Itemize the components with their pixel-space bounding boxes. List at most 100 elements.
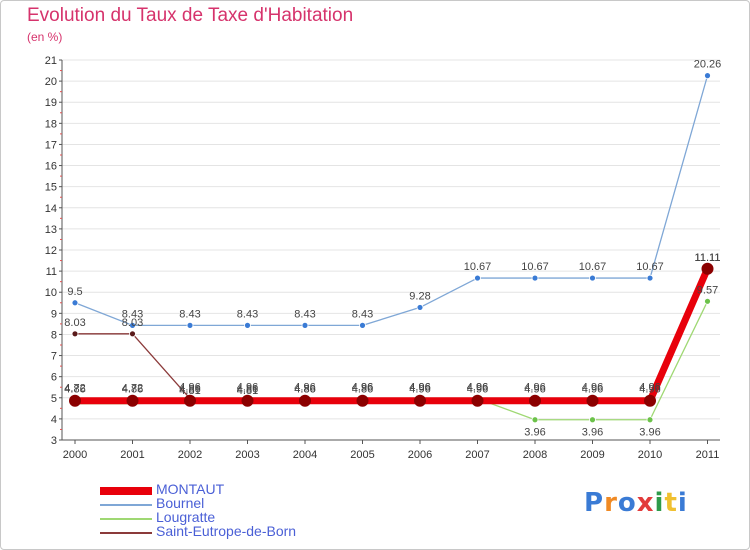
data-label: 4.96 <box>179 382 200 394</box>
y-tick-label: 11 <box>46 266 57 278</box>
series-line-bournel <box>74 75 709 327</box>
x-tick-label: 2003 <box>235 449 259 461</box>
data-point <box>586 394 599 407</box>
data-point <box>356 394 369 407</box>
data-label: 20.26 <box>694 59 722 71</box>
y-tick-label: 12 <box>45 245 57 257</box>
data-label: 4.86 <box>179 384 200 396</box>
data-point <box>531 416 539 424</box>
data-label: 4.96 <box>352 382 373 394</box>
legend-swatch <box>100 518 152 520</box>
y-tick-label: 9 <box>51 308 57 320</box>
data-point <box>71 330 79 338</box>
legend-swatch <box>100 504 152 506</box>
legend-swatch <box>100 532 152 534</box>
data-label: 11.11 <box>695 252 721 264</box>
legend-label: MONTAUT <box>156 481 225 497</box>
legend-label: Saint-Eutrope-de-Born <box>156 523 297 539</box>
y-tick-label: 19 <box>45 97 57 109</box>
data-label: 4.96 <box>467 382 488 394</box>
data-label: 10.67 <box>636 261 664 273</box>
data-point <box>244 321 251 329</box>
data-label: 4.96 <box>409 384 430 396</box>
data-label: 4.86 <box>64 384 85 396</box>
x-tick-label: 2005 <box>350 449 374 461</box>
data-point <box>416 304 424 311</box>
data-point <box>704 297 711 305</box>
data-point <box>701 262 714 275</box>
data-point <box>301 321 309 329</box>
legend-swatch <box>100 487 152 495</box>
data-point <box>186 321 194 329</box>
data-label: 8.03 <box>64 317 85 329</box>
data-label: 4.96 <box>582 382 603 394</box>
logo-letter: t <box>664 488 678 518</box>
data-label: 3.96 <box>582 427 603 439</box>
data-label: 8.43 <box>237 308 258 320</box>
data-label: 4.72 <box>64 383 85 395</box>
data-point <box>414 394 426 407</box>
y-tick-label: 17 <box>45 139 57 151</box>
data-point <box>704 72 711 80</box>
proxiti-logo: Proxiti <box>584 488 688 518</box>
y-tick-label: 13 <box>45 224 57 236</box>
logo-letter: i <box>677 488 688 518</box>
data-label: 4.96 <box>409 382 430 394</box>
data-label: 4.86 <box>294 384 315 396</box>
data-label: 4.96 <box>524 382 545 394</box>
y-tick-label: 15 <box>45 182 57 194</box>
data-point <box>474 274 481 282</box>
data-point <box>71 299 79 307</box>
x-tick-label: 2002 <box>178 449 202 461</box>
y-tick-label: 5 <box>51 393 57 405</box>
data-label: 11.11 <box>695 252 721 264</box>
data-label: 10.67 <box>521 261 549 273</box>
data-label: 8.43 <box>122 308 143 320</box>
y-tick-label: 8 <box>51 329 57 341</box>
y-tick-label: 10 <box>45 287 57 299</box>
x-tick-label: 2011 <box>696 449 720 461</box>
data-label: 4.96 <box>409 382 430 394</box>
y-tick-label: 7 <box>51 351 57 363</box>
y-tick-label: 20 <box>45 76 57 88</box>
data-label: 4.96 <box>524 384 545 396</box>
x-tick-label: 2007 <box>465 449 489 461</box>
data-label: 8.03 <box>122 317 143 329</box>
data-point <box>531 274 539 282</box>
data-point <box>589 274 596 282</box>
data-point <box>129 330 136 338</box>
data-label: 10.67 <box>464 261 492 273</box>
data-label: 4.86 <box>122 384 143 396</box>
x-tick-label: 2004 <box>293 449 317 461</box>
data-label: 4.72 <box>122 383 143 395</box>
chart-title: Evolution du Taux de Taxe d'Habitation <box>27 5 354 26</box>
series-line-montaut <box>75 267 711 405</box>
data-label: 9.5 <box>67 286 82 298</box>
data-point <box>129 321 136 329</box>
data-label: 4.96 <box>237 382 258 394</box>
data-label: 4.96 <box>294 382 315 394</box>
data-label: 4.86 <box>352 384 373 396</box>
x-tick-label: 2009 <box>580 449 604 461</box>
y-tick-label: 16 <box>45 161 57 173</box>
data-label: 10.67 <box>579 261 607 273</box>
legend-label: Bournel <box>156 495 205 511</box>
data-point <box>471 394 484 407</box>
data-label: 4.96 <box>467 382 488 394</box>
data-label: 4.96 <box>467 384 488 396</box>
logo-letter: i <box>654 488 665 518</box>
x-tick-label: 2006 <box>408 449 432 461</box>
logo-letter: P <box>584 488 605 518</box>
data-label: 4.96 <box>352 382 373 394</box>
data-label: 4.96 <box>582 384 603 396</box>
logo-letter: x <box>636 488 655 518</box>
y-tick-label: 21 <box>45 55 57 67</box>
y-tick-label: 4 <box>51 414 57 426</box>
data-label: 4.96 <box>639 384 660 396</box>
data-label: 4.86 <box>294 384 315 396</box>
data-label: 8.43 <box>179 308 200 320</box>
data-point <box>184 394 196 407</box>
data-point <box>241 394 254 407</box>
x-tick-label: 2010 <box>638 449 662 461</box>
data-label: 9.57 <box>697 284 718 296</box>
